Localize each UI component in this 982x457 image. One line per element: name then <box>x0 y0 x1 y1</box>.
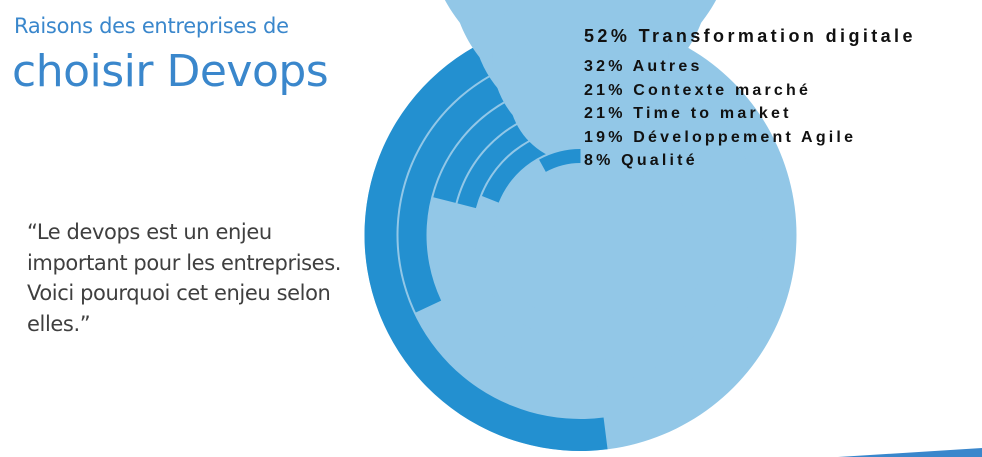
ring-value-segment <box>539 149 581 172</box>
chart-rings <box>364 0 797 451</box>
title-line-2: choisir Devops <box>12 46 329 97</box>
ring-label: 8% Qualité <box>584 152 698 169</box>
ring-label: 19% Développement Agile <box>584 129 857 146</box>
ring-value-segment <box>364 19 608 451</box>
ring-label: 21% Contexte marché <box>584 82 812 99</box>
quote-text: “Le devops est un enjeu important pour l… <box>27 220 342 336</box>
ring-track <box>494 19 667 321</box>
ring-value-segment <box>398 53 581 313</box>
title-line-1: Raisons des entreprises de <box>14 14 289 38</box>
ring-label: 32% Autres <box>584 58 703 75</box>
ring-label: 21% Time to market <box>584 105 792 122</box>
ring-label: 52% Transformation digitale <box>584 26 916 46</box>
